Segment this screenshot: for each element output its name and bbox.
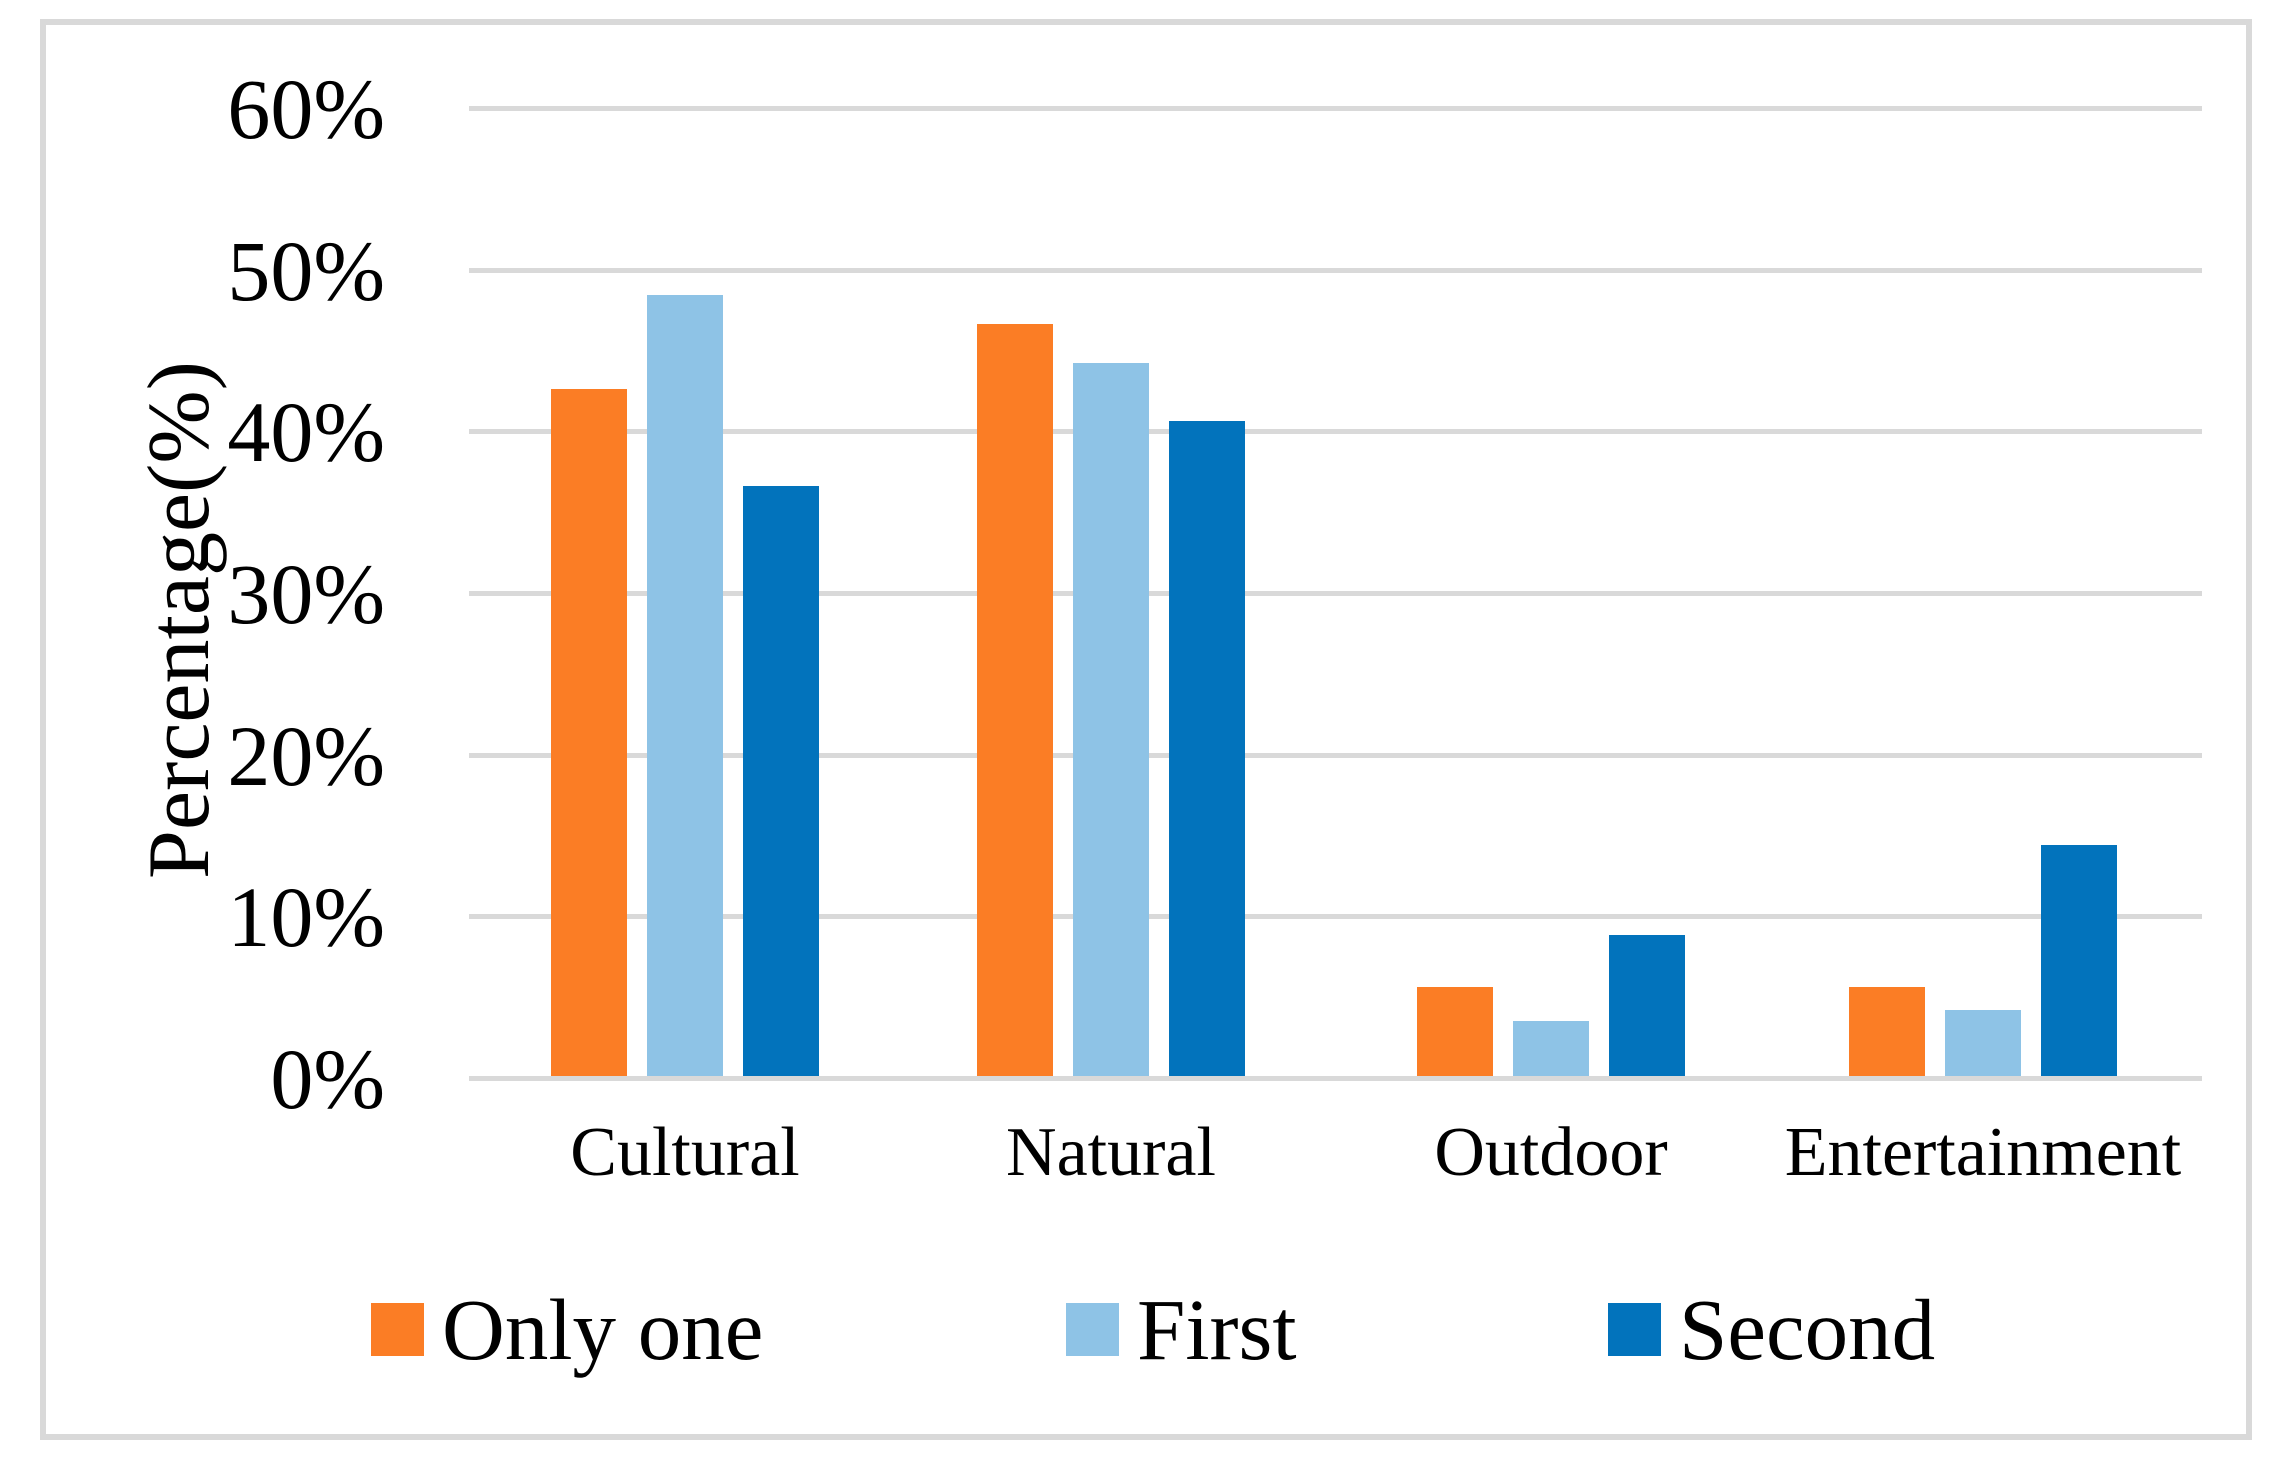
- gridline-60: [469, 106, 2202, 111]
- y-tick-label-50: 50%: [227, 223, 385, 319]
- bar-entertainment-first: [1945, 1010, 2021, 1076]
- bar-outdoor-second: [1609, 935, 1685, 1076]
- legend-swatch-only-one: [371, 1302, 424, 1356]
- y-tick-label-10: 10%: [227, 869, 385, 965]
- gridline-40: [469, 429, 2202, 434]
- y-tick-label-60: 60%: [227, 61, 385, 157]
- bar-outdoor-only-one: [1417, 987, 1493, 1076]
- legend-label-only-one: Only one: [442, 1280, 764, 1378]
- bar-entertainment-second: [2041, 845, 2117, 1076]
- legend-item-second: Second: [1608, 1286, 1935, 1373]
- legend-swatch-second: [1608, 1302, 1661, 1356]
- bar-natural-second: [1169, 421, 1245, 1076]
- gridline-30: [469, 591, 2202, 596]
- y-tick-label-30: 30%: [227, 546, 385, 642]
- gridline-10: [469, 914, 2202, 919]
- bar-natural-only-one: [977, 324, 1053, 1076]
- legend-item-only-one: Only one: [371, 1286, 763, 1373]
- y-axis-title: Percentage(%): [131, 361, 228, 879]
- y-tick-label-20: 20%: [227, 708, 385, 804]
- bar-cultural-second: [743, 486, 819, 1076]
- gridline-50: [469, 268, 2202, 273]
- x-category-label-cultural: Cultural: [570, 1114, 800, 1191]
- bar-outdoor-first: [1513, 1021, 1589, 1076]
- legend-label-first: First: [1137, 1280, 1297, 1378]
- y-tick-label-0: 0%: [270, 1031, 385, 1127]
- gridline-20: [469, 753, 2202, 758]
- y-tick-label-40: 40%: [227, 384, 385, 480]
- legend-swatch-first: [1066, 1302, 1119, 1356]
- bar-entertainment-only-one: [1849, 987, 1925, 1076]
- bar-cultural-first: [647, 295, 723, 1076]
- bar-natural-first: [1073, 363, 1149, 1076]
- x-category-label-outdoor: Outdoor: [1434, 1114, 1668, 1191]
- bar-cultural-only-one: [551, 389, 627, 1076]
- legend-label-second: Second: [1679, 1280, 1936, 1378]
- legend-item-first: First: [1066, 1286, 1297, 1373]
- x-category-label-natural: Natural: [1006, 1114, 1216, 1191]
- x-category-label-entertainment: Entertainment: [1784, 1114, 2182, 1191]
- gridline-0: [469, 1076, 2202, 1081]
